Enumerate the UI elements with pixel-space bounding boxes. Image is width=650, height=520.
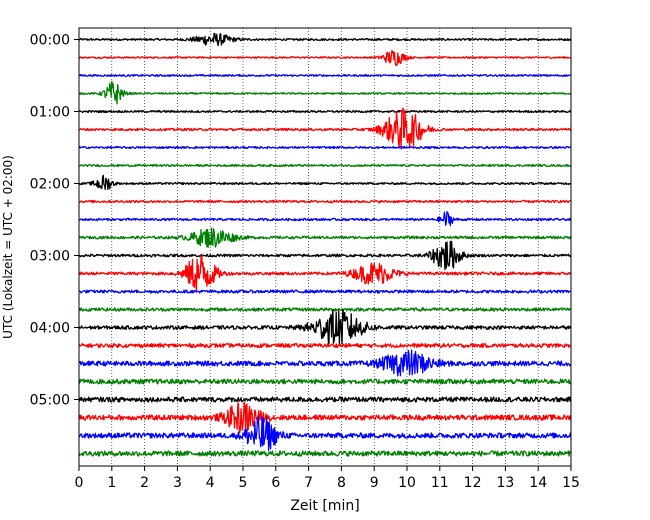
x-tick-label: 7 (304, 475, 313, 491)
x-tick-label: 5 (239, 475, 248, 491)
trace-row-5 (79, 107, 571, 150)
x-tick-label: 6 (271, 475, 280, 491)
trace-row-13 (79, 254, 571, 293)
y-tick-label: 01:00 (30, 105, 70, 121)
y-tick-label: 00:00 (30, 33, 70, 49)
x-tick-label: 1 (107, 475, 116, 491)
trace-row-21 (79, 401, 571, 434)
trace-row-18 (79, 349, 571, 377)
x-tick-label: 4 (206, 475, 215, 491)
seismic-traces (79, 32, 571, 457)
trace-row-2 (79, 73, 571, 78)
x-tick-label: 14 (529, 475, 547, 491)
trace-row-4 (79, 109, 571, 114)
grid-lines (111, 28, 539, 466)
y-tick-label: 02:00 (30, 177, 70, 193)
x-tick-label: 0 (75, 475, 84, 491)
x-tick-label: 15 (562, 475, 580, 491)
trace-row-9 (79, 199, 571, 204)
x-tick-label: 10 (398, 475, 416, 491)
x-tick-label: 9 (370, 475, 379, 491)
trace-row-16 (79, 308, 571, 346)
trace-row-6 (79, 145, 571, 150)
trace-row-0 (79, 32, 571, 47)
trace-row-22 (79, 415, 571, 451)
trace-row-11 (79, 227, 571, 248)
trace-row-3 (79, 80, 571, 105)
plot-frame (78, 27, 572, 467)
trace-row-8 (79, 174, 571, 191)
x-tick-label: 2 (140, 475, 149, 491)
trace-row-15 (79, 307, 571, 312)
trace-row-14 (79, 289, 571, 294)
x-tick-label: 3 (173, 475, 182, 491)
y-tick-label: 03:00 (30, 249, 70, 265)
trace-row-10 (79, 211, 571, 227)
x-axis-label: Zeit [min] (290, 498, 359, 514)
trace-row-12 (79, 240, 571, 271)
x-tick-label: 8 (337, 475, 346, 491)
y-axis-ticks: 00:00 01:00 02:00 03:00 04:00 05:00 (30, 33, 79, 409)
x-axis-ticks: 0 1 2 3 4 5 6 7 8 9 10 11 12 13 14 15 (75, 466, 580, 491)
trace-row-17 (79, 342, 571, 349)
trace-row-1 (79, 49, 571, 66)
trace-row-19 (79, 378, 571, 385)
trace-row-23 (79, 450, 571, 457)
x-tick-label: 12 (464, 475, 482, 491)
trace-row-7 (79, 163, 571, 168)
y-tick-label: 04:00 (30, 321, 70, 337)
trace-row-20 (79, 396, 571, 403)
y-tick-label: 05:00 (30, 393, 70, 409)
y-axis-label: UTC (Lokalzeit = UTC + 02:00) (1, 155, 15, 339)
x-tick-label: 11 (431, 475, 449, 491)
x-tick-label: 13 (496, 475, 514, 491)
